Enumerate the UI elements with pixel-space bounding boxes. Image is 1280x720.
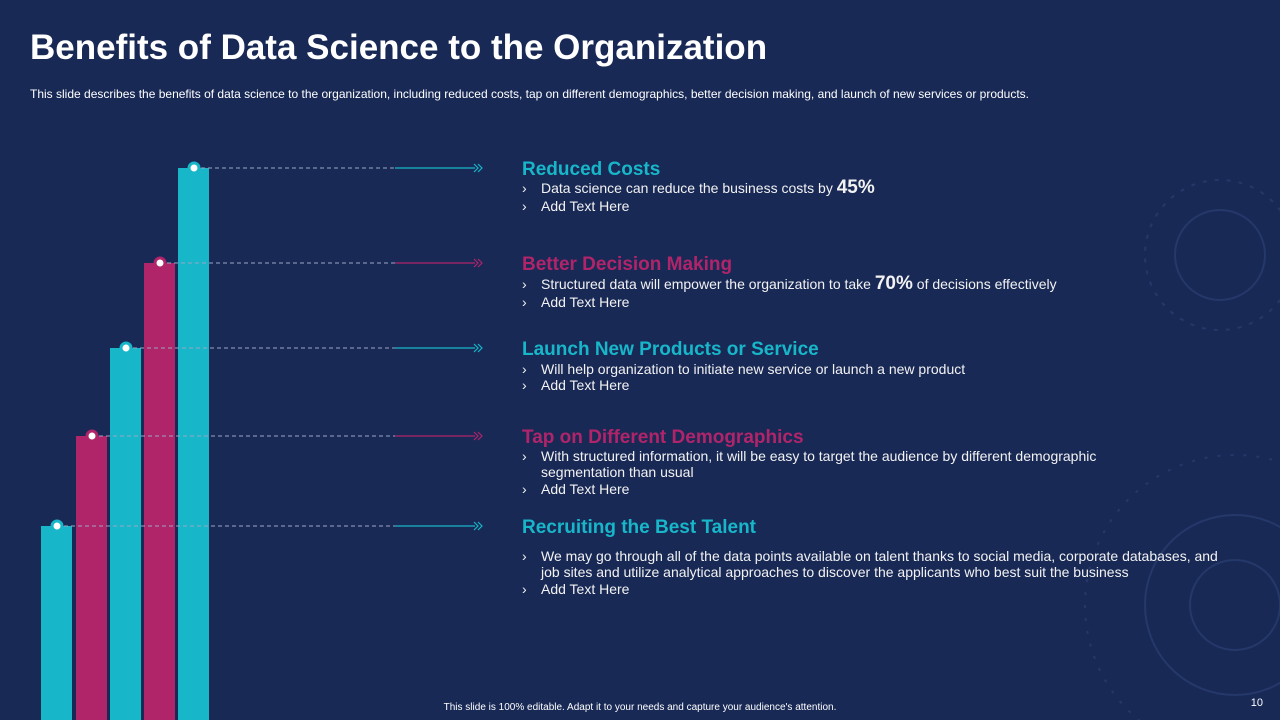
benefit-heading: Better Decision Making [522, 254, 733, 275]
bar [76, 436, 107, 720]
bullet-text: Add Text Here [541, 294, 630, 310]
footer-note: This slide is 100% editable. Adapt it to… [443, 702, 837, 713]
bullet: We may go through all of the data points… [522, 548, 1221, 580]
bullet-text: Will help organization to initiate new s… [541, 361, 966, 377]
benefit-heading: Recruiting the Best Talent [522, 517, 757, 538]
bullet: Will help organization to initiate new s… [522, 361, 1241, 377]
bar [41, 526, 72, 720]
chevron [473, 431, 483, 441]
marker [85, 429, 99, 443]
chevron [473, 521, 483, 531]
benefit-heading: Launch New Products or Service [522, 339, 819, 360]
marker [50, 519, 64, 533]
bullet: Structured data will empower the organiz… [522, 273, 1241, 294]
bullet: Data science can reduce the business cos… [522, 177, 1241, 198]
marker [119, 341, 133, 355]
marker [187, 161, 201, 175]
chevron [473, 343, 483, 353]
bullet: Add Text Here [522, 377, 1241, 393]
bullet-text: We may go through all of the data points… [541, 548, 1218, 580]
page-number: 10 [1250, 697, 1263, 709]
benefit-heading: Reduced Costs [522, 159, 661, 180]
bullet-text: Add Text Here [541, 377, 630, 393]
highlight: 45% [836, 177, 875, 198]
subtitle: This slide describes the benefits of dat… [30, 87, 1030, 101]
benefit-heading: Tap on Different Demographics [522, 427, 804, 448]
bullet-text: With structured information, it will be … [541, 448, 1097, 480]
highlight: 70% [874, 273, 913, 294]
bullet-text: of decisions effectively [916, 276, 1057, 292]
bar [178, 168, 209, 720]
bullet: Add Text Here [522, 581, 1221, 597]
chevron [473, 163, 483, 173]
bullet: Add Text Here [522, 481, 1131, 497]
bullet-text: Add Text Here [541, 198, 630, 214]
bullet-text: Add Text Here [541, 481, 630, 497]
bullet-text: Data science can reduce the business cos… [541, 180, 833, 196]
marker [153, 256, 167, 270]
bullet: With structured information, it will be … [522, 448, 1131, 480]
chevron [473, 258, 483, 268]
bar [110, 348, 141, 720]
bar [144, 263, 175, 720]
bullet-text: Structured data will empower the organiz… [541, 276, 871, 292]
bullet: Add Text Here [522, 294, 1241, 310]
bullet: Add Text Here [522, 198, 1241, 214]
title: Benefits of Data Science to the Organiza… [30, 28, 768, 67]
bullet-text: Add Text Here [541, 581, 630, 597]
